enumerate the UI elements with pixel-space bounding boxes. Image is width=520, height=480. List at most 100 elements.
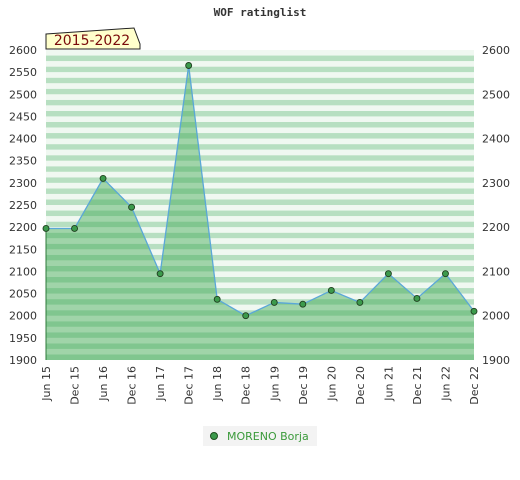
background-band <box>46 205 474 211</box>
background-band <box>46 50 474 56</box>
data-point <box>156 270 164 278</box>
background-band <box>46 94 474 100</box>
background-band <box>46 61 474 67</box>
x-tick-label: Dec 16 <box>126 366 139 405</box>
x-tick-label: Jun 20 <box>325 366 338 402</box>
data-point <box>413 294 421 302</box>
series-line-segment <box>387 273 418 299</box>
series-area <box>46 65 474 360</box>
background-band <box>46 210 474 217</box>
background-band <box>46 177 474 183</box>
data-point <box>299 300 307 308</box>
x-tick-label: Jun 22 <box>439 366 452 402</box>
background-band <box>46 332 474 338</box>
background-band <box>46 260 474 266</box>
y-axis-left: 1900 1950 2000 2050 2100 2150 2200 2250 2300 2350… <box>9 44 37 367</box>
series-line-segment <box>359 273 389 303</box>
period-badge-shape <box>45 27 141 50</box>
x-tick-label: Dec 17 <box>183 366 196 405</box>
background-band <box>46 133 474 139</box>
background-band <box>46 121 474 128</box>
background-band <box>46 155 474 161</box>
legend-marker-icon <box>210 432 218 440</box>
data-point <box>327 287 335 294</box>
y-tick-label-right: 2000 <box>482 310 510 323</box>
series-line-segment <box>245 301 275 317</box>
y-tick-label-right: 1900 <box>482 354 510 367</box>
background-band <box>46 315 474 322</box>
background-band <box>46 149 474 156</box>
y-tick-label-left: 2550 <box>9 66 37 79</box>
x-tick-label: Dec 15 <box>69 366 82 405</box>
y-tick-label-right: 2600 <box>482 44 510 57</box>
series-line-segment <box>216 298 247 317</box>
x-tick-label: Jun 19 <box>268 366 281 402</box>
background-band <box>46 66 474 73</box>
x-tick-label: Dec 18 <box>240 366 253 405</box>
data-point <box>213 295 221 303</box>
background-band <box>46 321 474 327</box>
period-badge: 2015-2022 <box>45 27 141 50</box>
background-band <box>46 127 474 134</box>
y-tick-label-left: 2000 <box>9 310 37 323</box>
series-line-segment <box>73 178 104 229</box>
y-tick-label-right: 2100 <box>482 265 510 278</box>
data-point <box>242 312 250 320</box>
background-band <box>46 105 474 111</box>
background-band <box>46 99 474 106</box>
background-band <box>46 83 474 89</box>
legend-box <box>203 426 317 446</box>
x-tick-label: Jun 15 <box>40 366 53 402</box>
background-band <box>46 304 474 311</box>
x-tick-label: Dec 19 <box>297 366 310 405</box>
background-band <box>46 288 474 294</box>
background-band <box>46 282 474 289</box>
background-band <box>46 55 474 62</box>
area-fill-layer <box>46 65 474 360</box>
y-tick-label-right: 2500 <box>482 88 510 101</box>
y-tick-label-left: 2600 <box>9 44 37 57</box>
series-line-segment <box>416 273 446 299</box>
background-band <box>46 254 474 261</box>
y-tick-label-left: 2150 <box>9 243 37 256</box>
y-tick-label-left: 2350 <box>9 155 37 168</box>
y-tick-label-left: 2300 <box>9 177 37 190</box>
background-band <box>46 166 474 172</box>
background-band <box>46 343 474 349</box>
background-band <box>46 299 474 305</box>
data-point <box>42 225 50 232</box>
background-band <box>46 243 474 250</box>
x-tick-label: Dec 22 <box>468 366 481 405</box>
x-tick-label: Jun 21 <box>382 366 395 402</box>
y-tick-label-left: 2200 <box>9 221 37 234</box>
background-band <box>46 160 474 167</box>
series-line-segment <box>444 273 475 312</box>
background-band <box>46 72 474 78</box>
background-band <box>46 171 474 178</box>
series-line-segment <box>159 65 190 274</box>
y-tick-label-right: 2400 <box>482 133 510 146</box>
background-band <box>46 310 474 316</box>
series-line-segment <box>102 177 133 208</box>
y-tick-label-left: 2250 <box>9 199 37 212</box>
y-tick-label-left: 2050 <box>9 288 37 301</box>
data-point <box>356 298 364 306</box>
legend[interactable]: MORENO Borja <box>203 426 317 446</box>
background-band <box>46 354 474 360</box>
plot-background-bands <box>46 50 474 360</box>
background-band <box>46 144 474 150</box>
y-tick-label-left: 2500 <box>9 88 37 101</box>
x-tick-label: Jun 17 <box>154 366 167 402</box>
background-band <box>46 138 474 145</box>
background-band <box>46 249 474 255</box>
data-point <box>384 270 392 278</box>
data-point <box>185 62 193 69</box>
y-tick-label-left: 2450 <box>9 110 37 123</box>
series-line-segment <box>274 301 303 305</box>
x-axis: Jun 15 Dec 15 Jun 16 Dec 16 Jun 17 Dec 17 Jun … <box>40 366 481 405</box>
y-tick-label-left: 2400 <box>9 133 37 146</box>
data-point <box>71 225 78 232</box>
x-tick-label: Jun 18 <box>211 366 224 402</box>
background-band <box>46 227 474 233</box>
